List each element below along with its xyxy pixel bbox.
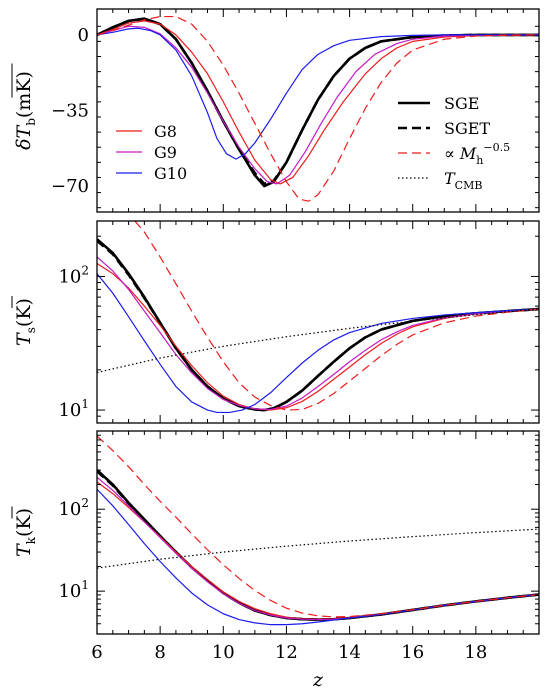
series-line--mh-0-5 (97, 15, 539, 202)
series-group (97, 221, 539, 414)
y-axis-label: Tk(K) (13, 508, 38, 557)
series-line-sget (97, 470, 539, 621)
legend-label: G9 (154, 143, 177, 162)
legend-label: TCMB (444, 169, 482, 192)
legend-label: SGE (444, 94, 479, 113)
series-line-sget (97, 239, 539, 412)
y-axis-label: Ts(K) (13, 298, 38, 346)
series-line-t-cmb (97, 308, 539, 374)
x-tick-label: 18 (464, 642, 487, 663)
series-line-g9 (97, 476, 539, 621)
ticks (96, 221, 540, 424)
legend-label: ∝ Mh−0.5 (444, 141, 510, 167)
series-line-g8 (97, 481, 539, 620)
series-line-sge (97, 469, 539, 621)
panel-2: 101 102 Ts(K) (11, 220, 540, 424)
series-line-g10 (97, 273, 539, 414)
x-tick-label: 10 (212, 642, 235, 663)
y-tick-label: 0 (78, 25, 89, 46)
legend-label: G8 (154, 122, 177, 141)
y-axis-label: δTb(mK) (13, 71, 38, 150)
series-group (97, 15, 539, 202)
y-tick-label: −70 (51, 176, 89, 197)
y-tick-label: −35 (51, 101, 89, 122)
series-line-sge (97, 238, 539, 412)
y-tick-label: 102 (58, 263, 89, 287)
legend-label: SGET (444, 119, 490, 138)
plot-frame (96, 430, 540, 635)
series-line--mh-0-5 (134, 221, 539, 411)
y-tick-label: 101 (58, 397, 89, 421)
series-line-g9 (97, 256, 539, 411)
legend-center-left: G8 G9 G10 (116, 122, 187, 183)
series-line--mh-0-5 (97, 435, 539, 618)
y-tick-label: 101 (58, 578, 89, 602)
series-line-g9 (97, 25, 539, 185)
x-tick-label: 8 (154, 642, 165, 663)
plot-frame (96, 220, 540, 424)
plot-frame (96, 8, 540, 213)
panel-3: 101 102 Tk(K) 6 8 10 12 14 16 18 z (11, 430, 540, 691)
series-line-g8 (97, 262, 539, 411)
x-tick-label: 12 (275, 642, 298, 663)
series-group (97, 435, 539, 626)
series-line-g10 (97, 27, 539, 160)
ticks (96, 430, 540, 635)
series-line-g8 (97, 20, 539, 185)
ticks (96, 9, 540, 212)
x-axis-label: z (312, 669, 324, 691)
x-tick-label: 14 (338, 642, 361, 663)
series-line-t-cmb (97, 528, 539, 569)
x-tick-label: 6 (91, 642, 102, 663)
panels: 0 −35 −70 δTb(mK) G8 G9 G10 SGE SGET ∝ Mh−0.5TCMB… (11, 8, 540, 691)
y-tick-label: 102 (58, 496, 89, 520)
legend-label: G10 (154, 164, 187, 183)
x-tick-label: 16 (401, 642, 424, 663)
series-line-g10 (97, 488, 539, 626)
